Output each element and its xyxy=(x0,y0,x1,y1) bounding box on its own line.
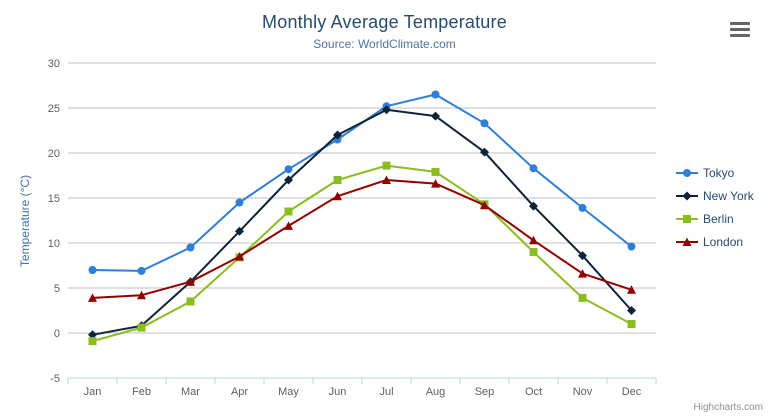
x-tick-label: Jul xyxy=(379,386,393,398)
square-marker-icon xyxy=(676,214,698,223)
series-london xyxy=(88,175,636,302)
x-tick-label: Mar xyxy=(181,386,200,398)
data-point[interactable] xyxy=(186,297,195,306)
data-point[interactable] xyxy=(88,337,97,346)
data-point[interactable] xyxy=(235,226,244,236)
y-tick-label: 20 xyxy=(48,148,60,160)
legend-label: London xyxy=(703,234,744,249)
data-point[interactable] xyxy=(529,248,538,256)
x-tick-label: Jun xyxy=(329,386,347,398)
y-tick-label: 25 xyxy=(48,103,60,115)
data-point[interactable] xyxy=(137,323,146,332)
legend-item-tokyo[interactable]: Tokyo xyxy=(676,161,754,184)
y-tick-label: 5 xyxy=(54,283,60,295)
legend-item-london[interactable]: London xyxy=(676,230,754,253)
chart-title: Monthly Average Temperature xyxy=(262,12,507,32)
data-point[interactable] xyxy=(88,330,97,340)
data-point[interactable] xyxy=(137,290,146,300)
data-point[interactable] xyxy=(382,161,391,170)
data-point[interactable] xyxy=(627,320,636,328)
legend-marker[interactable] xyxy=(683,168,691,177)
data-point[interactable] xyxy=(627,242,636,251)
data-point[interactable] xyxy=(284,165,293,174)
data-point[interactable] xyxy=(578,293,587,302)
triangle-marker-icon xyxy=(676,237,698,246)
data-point[interactable] xyxy=(284,221,293,230)
data-point[interactable] xyxy=(137,266,146,275)
data-point[interactable] xyxy=(627,306,636,315)
data-point[interactable] xyxy=(333,176,342,184)
legend-marker[interactable] xyxy=(682,237,692,246)
data-point[interactable] xyxy=(529,201,538,211)
export-menu-button[interactable] xyxy=(728,17,756,41)
y-tick-label: 15 xyxy=(48,193,60,205)
data-point[interactable] xyxy=(284,207,293,216)
legend-label: New York xyxy=(703,188,754,203)
data-point[interactable] xyxy=(480,147,489,157)
data-point[interactable] xyxy=(431,90,440,99)
data-point[interactable] xyxy=(627,285,636,294)
y-tick-label: 0 xyxy=(54,328,60,340)
data-point[interactable] xyxy=(431,111,440,121)
data-point[interactable] xyxy=(480,200,489,210)
data-point[interactable] xyxy=(333,191,342,201)
data-point[interactable] xyxy=(578,251,587,261)
legend-marker[interactable] xyxy=(682,191,692,200)
x-tick-label: Nov xyxy=(573,386,593,398)
data-point[interactable] xyxy=(382,175,391,185)
x-tick-label: Dec xyxy=(622,386,642,398)
x-tick-label: Oct xyxy=(525,386,542,398)
legend-item-new-york[interactable]: New York xyxy=(676,184,754,207)
x-tick-label: Feb xyxy=(132,386,151,398)
data-point[interactable] xyxy=(529,164,538,173)
x-tick-label: Jan xyxy=(84,386,102,398)
data-point[interactable] xyxy=(578,269,587,278)
hamburger-icon xyxy=(730,33,750,37)
data-point[interactable] xyxy=(431,179,440,188)
series-line xyxy=(92,164,632,343)
series-new-york xyxy=(88,105,636,340)
data-point[interactable] xyxy=(88,293,97,302)
data-point[interactable] xyxy=(284,175,293,185)
legend-label: Berlin xyxy=(703,211,734,226)
chart-subtitle: Source: WorldClimate.com xyxy=(313,37,456,51)
data-point[interactable] xyxy=(186,243,195,252)
data-point[interactable] xyxy=(235,252,244,261)
legend-item-berlin[interactable]: Berlin xyxy=(676,207,754,230)
legend-label: Tokyo xyxy=(703,165,735,180)
x-tick-label: Apr xyxy=(231,386,248,398)
data-point[interactable] xyxy=(186,277,195,286)
x-tick-label: May xyxy=(278,386,299,398)
data-point[interactable] xyxy=(88,266,97,274)
diamond-marker-icon xyxy=(676,191,698,200)
y-axis-title: Temperature (°C) xyxy=(18,174,32,268)
data-point[interactable] xyxy=(333,130,342,140)
y-tick-label: 10 xyxy=(48,238,60,250)
data-point[interactable] xyxy=(529,235,538,245)
data-point[interactable] xyxy=(578,203,587,212)
x-tick-label: Sep xyxy=(475,386,495,398)
hamburger-icon xyxy=(730,21,750,25)
data-point[interactable] xyxy=(235,198,244,207)
data-point[interactable] xyxy=(431,167,440,176)
y-tick-label: 30 xyxy=(48,58,60,70)
series-tokyo xyxy=(88,90,636,275)
circle-marker-icon xyxy=(676,168,698,177)
series-line xyxy=(92,108,633,336)
series-line xyxy=(92,93,633,272)
y-tick-label: -5 xyxy=(50,373,60,385)
hamburger-icon xyxy=(730,27,750,31)
data-point[interactable] xyxy=(382,105,391,115)
series-line xyxy=(92,179,632,299)
x-tick-label: Aug xyxy=(426,386,446,398)
legend-marker[interactable] xyxy=(683,214,691,223)
data-point[interactable] xyxy=(480,119,489,128)
credits-link[interactable]: Highcharts.com xyxy=(693,402,763,413)
legend: Tokyo New York Berlin London xyxy=(676,161,754,253)
